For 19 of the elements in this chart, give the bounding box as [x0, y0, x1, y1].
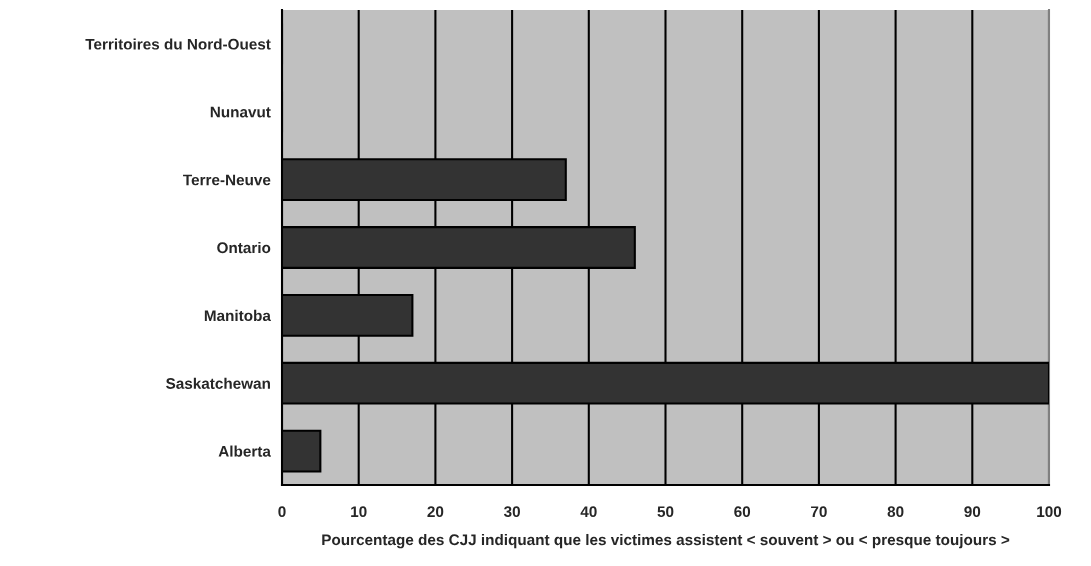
x-tick-label: 20: [427, 506, 444, 518]
x-tick-label: 90: [964, 506, 981, 518]
x-tick-label: 30: [503, 506, 520, 518]
y-tick-label: Nunavut: [210, 106, 271, 118]
x-tick-label: 60: [734, 506, 751, 518]
y-tick-label: Territoires du Nord-Ouest: [85, 38, 271, 50]
x-tick-label: 0: [278, 506, 286, 518]
x-tick-label: 70: [811, 506, 827, 518]
y-tick-label: Manitoba: [204, 309, 271, 322]
x-tick-label: 80: [887, 506, 904, 518]
y-tick-label: Alberta: [218, 445, 271, 457]
y-tick-label: Ontario: [217, 241, 271, 254]
x-tick-label: 10: [351, 506, 367, 518]
x-tick-label: 100: [1037, 506, 1062, 518]
x-tick-label: 50: [657, 506, 674, 518]
y-tick-label: Saskatchewan: [166, 377, 270, 389]
x-tick-label: 40: [580, 506, 597, 518]
y-tick-label: Terre-Neuve: [183, 174, 271, 186]
x-axis-title: Pourcentage des CJJ indiquant que les victimes assistent < souvent > ou < presque toujours >: [322, 533, 1010, 549]
